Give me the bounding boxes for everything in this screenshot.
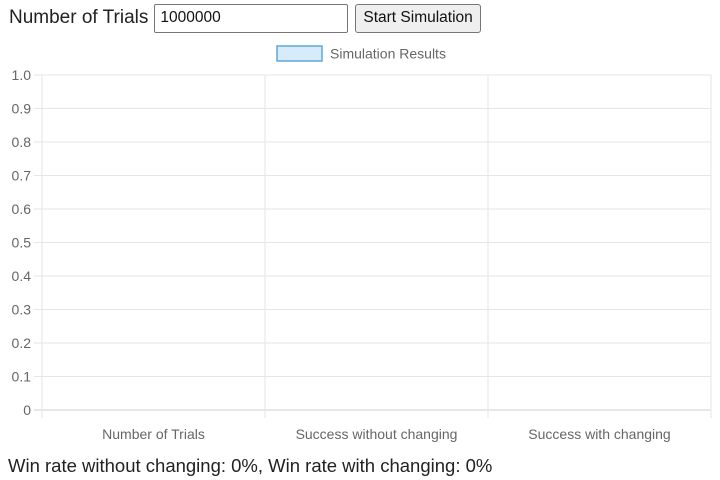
y-tick-label: 0.5 xyxy=(12,235,32,251)
y-tick-label: 0.7 xyxy=(12,168,32,184)
x-axis-ticks: Number of Trials Success without changing… xyxy=(102,426,671,442)
trials-label: Number of Trials xyxy=(9,7,149,28)
y-tick-label: 0.9 xyxy=(12,101,32,117)
win-rate-summary: Win rate without changing: 0%, Win rate … xyxy=(8,455,493,476)
x-tick-label: Number of Trials xyxy=(102,426,205,442)
y-tick-label: 0.3 xyxy=(12,302,32,318)
y-tick-label: 0.6 xyxy=(12,201,32,217)
x-tick-label: Success with changing xyxy=(528,426,670,442)
controls-bar: Number of Trials Start Simulation xyxy=(9,3,481,33)
legend-swatch[interactable] xyxy=(276,45,323,62)
y-tick-label: 1.0 xyxy=(12,67,32,83)
y-tick-label: 0.2 xyxy=(12,335,32,351)
start-simulation-button[interactable]: Start Simulation xyxy=(355,3,481,33)
trials-input[interactable] xyxy=(154,3,349,33)
legend-label[interactable]: Simulation Results xyxy=(330,46,446,62)
y-tick-label: 0.4 xyxy=(12,268,32,284)
y-tick-label: 0 xyxy=(23,402,31,418)
x-tick-label: Success without changing xyxy=(296,426,458,442)
y-tick-label: 0.1 xyxy=(12,369,32,385)
chart-gridlines xyxy=(34,74,712,418)
chart-legend[interactable]: Simulation Results xyxy=(276,45,446,62)
y-tick-label: 0.8 xyxy=(12,134,32,150)
simulation-results-chart: 0 0.1 0.2 0.3 0.4 0.5 0.6 0.7 0.8 0.9 1.0 Number o… xyxy=(12,45,712,442)
y-axis-ticks: 0 0.1 0.2 0.3 0.4 0.5 0.6 0.7 0.8 0.9 1.0 xyxy=(12,67,32,418)
